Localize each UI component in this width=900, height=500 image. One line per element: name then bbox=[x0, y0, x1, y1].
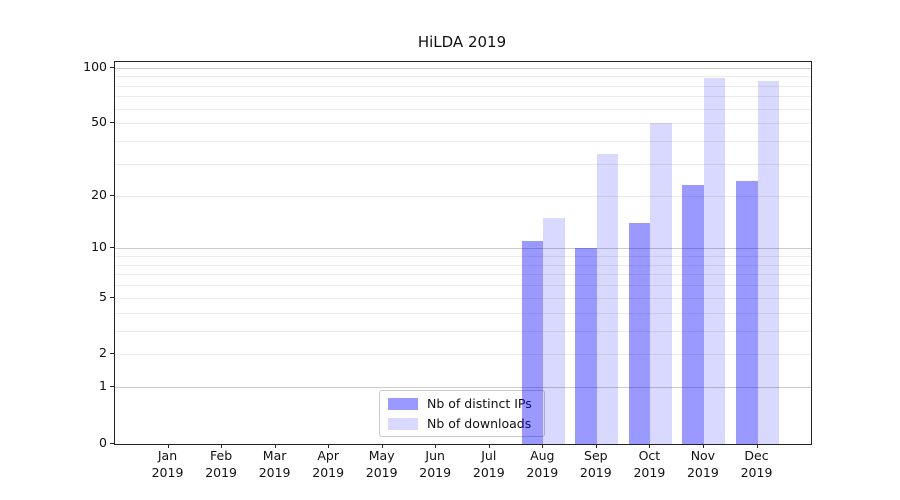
gridline bbox=[115, 96, 811, 98]
bar-distinct-ips bbox=[521, 241, 544, 444]
y-tick-mark bbox=[110, 247, 114, 249]
legend-label-downloads: Nb of downloads bbox=[427, 416, 532, 431]
gridline bbox=[115, 85, 811, 87]
x-tick-label: Dec 2019 bbox=[740, 448, 773, 480]
x-tick-mark bbox=[167, 444, 169, 448]
y-tick-label: 100 bbox=[83, 58, 107, 74]
y-tick-label: 2 bbox=[99, 345, 107, 361]
x-tick-mark bbox=[435, 444, 437, 448]
gridline bbox=[115, 330, 811, 332]
x-tick-mark bbox=[595, 444, 597, 448]
y-tick-mark bbox=[110, 353, 114, 355]
x-tick-mark bbox=[274, 444, 276, 448]
gridline bbox=[115, 195, 811, 197]
y-tick-label: 0 bbox=[99, 435, 107, 450]
bar-downloads bbox=[757, 80, 779, 444]
x-tick-label: Aug 2019 bbox=[526, 448, 559, 480]
gridline bbox=[115, 354, 811, 356]
x-tick-label: Jun 2019 bbox=[419, 448, 452, 480]
y-tick-mark bbox=[110, 443, 114, 444]
x-tick-label: Apr 2019 bbox=[312, 448, 345, 480]
x-tick-mark bbox=[702, 444, 704, 448]
y-tick-label: 20 bbox=[91, 186, 107, 202]
gridline bbox=[115, 297, 811, 299]
x-tick-mark bbox=[381, 444, 383, 448]
gridline bbox=[115, 163, 811, 165]
gridline bbox=[115, 264, 811, 266]
y-tick-mark bbox=[110, 66, 114, 68]
plot-area: Nb of distinct IPs Nb of downloads bbox=[114, 61, 812, 445]
x-tick-label: Mar 2019 bbox=[258, 448, 291, 480]
x-tick-mark bbox=[488, 444, 490, 448]
gridline bbox=[115, 256, 811, 258]
x-tick-label: Nov 2019 bbox=[686, 448, 719, 480]
gridline bbox=[115, 141, 811, 142]
bar-distinct-ips bbox=[682, 184, 704, 444]
x-tick-mark bbox=[328, 444, 330, 448]
legend: Nb of distinct IPs Nb of downloads bbox=[379, 390, 545, 437]
bar-distinct-ips bbox=[575, 248, 597, 444]
bar-downloads bbox=[543, 217, 565, 444]
x-tick-label: Sep 2019 bbox=[579, 448, 612, 480]
bar-downloads bbox=[650, 123, 672, 444]
bar-downloads bbox=[703, 77, 726, 444]
x-tick-mark bbox=[542, 444, 544, 448]
x-tick-label: Feb 2019 bbox=[205, 448, 237, 480]
chart-title: HiLDA 2019 bbox=[417, 33, 507, 51]
bar-distinct-ips bbox=[628, 223, 651, 444]
x-tick-label: May 2019 bbox=[365, 448, 398, 480]
y-tick-label: 5 bbox=[99, 288, 107, 304]
gridline bbox=[115, 248, 811, 250]
x-tick-label: Jan 2019 bbox=[151, 448, 184, 480]
legend-label-distinct-ips: Nb of distinct IPs bbox=[427, 396, 532, 411]
legend-swatch-distinct-ips-icon bbox=[388, 397, 418, 410]
y-tick-mark bbox=[110, 194, 114, 196]
gridline bbox=[115, 76, 811, 77]
gridline bbox=[115, 285, 811, 287]
legend-swatch-downloads-icon bbox=[388, 417, 418, 430]
y-tick-mark bbox=[110, 296, 114, 298]
gridline bbox=[115, 108, 811, 110]
bar-downloads bbox=[596, 153, 619, 444]
y-tick-label: 10 bbox=[91, 239, 107, 255]
bar-distinct-ips bbox=[736, 181, 758, 444]
y-tick-label: 50 bbox=[91, 114, 107, 130]
x-tick-mark bbox=[221, 444, 223, 448]
gridline bbox=[115, 67, 811, 69]
y-tick-label: 1 bbox=[99, 378, 107, 394]
x-tick-label: Jul 2019 bbox=[472, 448, 505, 480]
y-tick-mark bbox=[110, 386, 114, 388]
gridline bbox=[115, 387, 811, 389]
y-tick-mark bbox=[110, 122, 114, 124]
x-tick-mark bbox=[649, 444, 651, 448]
gridline bbox=[115, 123, 811, 125]
legend-item-distinct-ips: Nb of distinct IPs bbox=[388, 396, 536, 411]
legend-item-downloads: Nb of downloads bbox=[388, 416, 536, 431]
gridline bbox=[115, 312, 811, 314]
x-tick-mark bbox=[756, 444, 758, 448]
gridline bbox=[115, 274, 811, 276]
x-tick-label: Oct 2019 bbox=[633, 448, 666, 480]
